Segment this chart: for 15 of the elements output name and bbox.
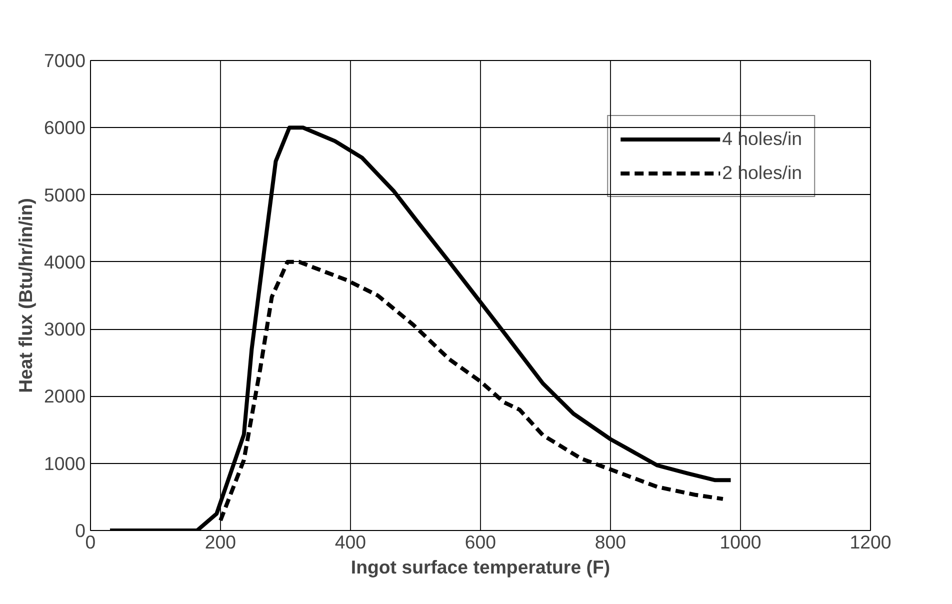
y-tick-label: 7000 xyxy=(44,50,86,71)
y-tick-label: 5000 xyxy=(44,184,86,206)
y-tick-label: 2000 xyxy=(44,386,86,407)
x-tick-label: 600 xyxy=(464,532,496,552)
y-tick-label: 4000 xyxy=(44,251,86,272)
x-tick-label: 1000 xyxy=(720,532,762,552)
x-axis-title: Ingot surface temperature (F) xyxy=(350,556,610,578)
x-tick-label: 200 xyxy=(204,532,236,552)
x-tick-label: 1200 xyxy=(850,532,892,552)
y-tick-label: 6000 xyxy=(44,117,86,138)
x-tick-label: 800 xyxy=(594,532,626,552)
y-axis-title: Heat flux (Btu/hr/in/in) xyxy=(14,198,36,393)
y-tick-label: 1000 xyxy=(44,452,86,474)
y-tick-label: 3000 xyxy=(44,318,86,340)
x-tick-label: 400 xyxy=(334,532,366,552)
